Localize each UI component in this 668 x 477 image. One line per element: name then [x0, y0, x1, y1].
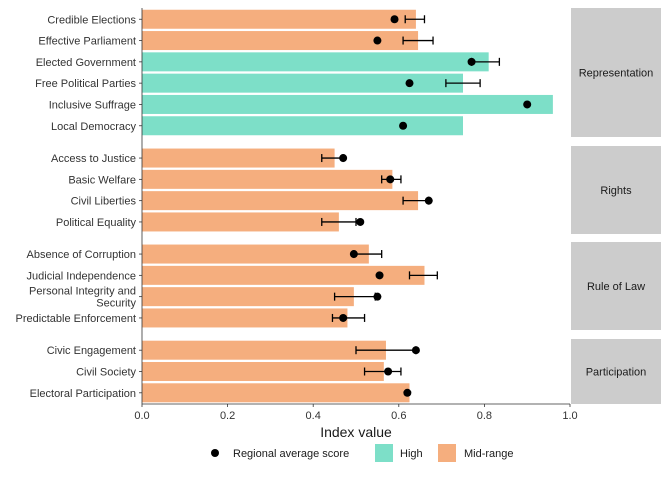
- legend-mid-swatch: [438, 444, 456, 462]
- x-tick-label: 0.2: [220, 410, 235, 422]
- panel-label-representation: Representation: [579, 68, 654, 80]
- row-label-political-equality: Political Equality: [56, 217, 137, 229]
- bar-electoral-participation: [142, 383, 410, 403]
- row-label-civil-liberties: Civil Liberties: [71, 196, 137, 208]
- legend-point-icon: [211, 449, 219, 457]
- x-tick-label: 0.8: [477, 410, 492, 422]
- bar-judicial-independence: [142, 265, 425, 285]
- bar-basic-welfare: [142, 169, 393, 189]
- row-label-elected-government: Elected Government: [36, 57, 136, 69]
- x-tick-label: 0.4: [306, 410, 321, 422]
- panel-label-participation: Participation: [586, 367, 647, 379]
- bar-civil-liberties: [142, 191, 419, 211]
- row-label-civic-engagement: Civic Engagement: [47, 345, 136, 357]
- row-label-personal-integrity-and-security: Personal Integrity and Security: [29, 286, 137, 310]
- x-tick-label: 0.6: [391, 410, 406, 422]
- avg-point-elected-government: [467, 57, 476, 66]
- panel-label-rights: Rights: [600, 185, 632, 197]
- x-axis-title: Index value: [320, 424, 392, 440]
- avg-point-free-political-parties: [405, 79, 414, 88]
- panel-strip-rights: [571, 146, 661, 234]
- row-label-civil-society: Civil Society: [76, 367, 136, 379]
- bar-political-equality: [142, 212, 339, 232]
- bar-access-to-justice: [142, 148, 335, 168]
- avg-point-judicial-independence: [375, 271, 384, 280]
- avg-point-civil-society: [384, 367, 393, 376]
- avg-point-local-democracy: [399, 121, 408, 130]
- avg-point-inclusive-suffrage: [523, 100, 532, 109]
- row-label-credible-elections: Credible Elections: [47, 14, 136, 26]
- bar-effective-parliament: [142, 31, 419, 51]
- avg-point-predictable-enforcement: [339, 313, 348, 322]
- bar-inclusive-suffrage: [142, 94, 553, 114]
- bar-absence-of-corruption: [142, 244, 369, 264]
- bar-civic-engagement: [142, 340, 386, 360]
- panel-strip-participation: [571, 339, 661, 404]
- legend-mid-label: Mid-range: [464, 448, 514, 460]
- avg-point-electoral-participation: [403, 388, 412, 397]
- x-tick-label: 1.0: [562, 410, 577, 422]
- row-label-local-democracy: Local Democracy: [51, 121, 136, 133]
- legend-high-label: High: [400, 448, 423, 460]
- avg-point-civil-liberties: [424, 196, 433, 205]
- panel-label-rule-of-law: Rule of Law: [587, 281, 645, 293]
- row-label-access-to-justice: Access to Justice: [51, 153, 136, 165]
- row-label-free-political-parties: Free Political Parties: [35, 78, 136, 90]
- avg-point-personal-integrity-and-security: [373, 292, 382, 301]
- row-label-line: Personal Integrity and: [29, 286, 136, 298]
- row-label-effective-parliament: Effective Parliament: [38, 36, 136, 48]
- legend-point-label: Regional average score: [233, 448, 349, 460]
- avg-point-basic-welfare: [386, 175, 395, 184]
- row-label-judicial-independence: Judicial Independence: [27, 270, 136, 282]
- row-label-absence-of-corruption: Absence of Corruption: [27, 249, 136, 261]
- avg-point-political-equality: [356, 217, 365, 226]
- avg-point-effective-parliament: [373, 36, 382, 45]
- x-tick-label: 0.0: [134, 410, 149, 422]
- panel-strip-representation: [571, 8, 661, 137]
- avg-point-absence-of-corruption: [349, 250, 358, 259]
- row-label-electoral-participation: Electoral Participation: [30, 388, 136, 400]
- bar-civil-society: [142, 362, 384, 381]
- panel-strip-rule-of-law: [571, 242, 661, 330]
- row-label-line: Security: [96, 298, 136, 310]
- bar-personal-integrity-and-security: [142, 287, 354, 307]
- legend-high-swatch: [375, 444, 393, 462]
- row-label-basic-welfare: Basic Welfare: [68, 174, 136, 186]
- bar-local-democracy: [142, 116, 463, 136]
- row-label-predictable-enforcement: Predictable Enforcement: [16, 313, 136, 325]
- avg-point-civic-engagement: [411, 346, 420, 355]
- bar-credible-elections: [142, 9, 416, 29]
- bar-predictable-enforcement: [142, 308, 348, 328]
- bar-elected-government: [142, 52, 489, 72]
- avg-point-credible-elections: [390, 15, 399, 24]
- bar-free-political-parties: [142, 73, 463, 93]
- row-label-inclusive-suffrage: Inclusive Suffrage: [49, 99, 136, 111]
- avg-point-access-to-justice: [339, 154, 348, 163]
